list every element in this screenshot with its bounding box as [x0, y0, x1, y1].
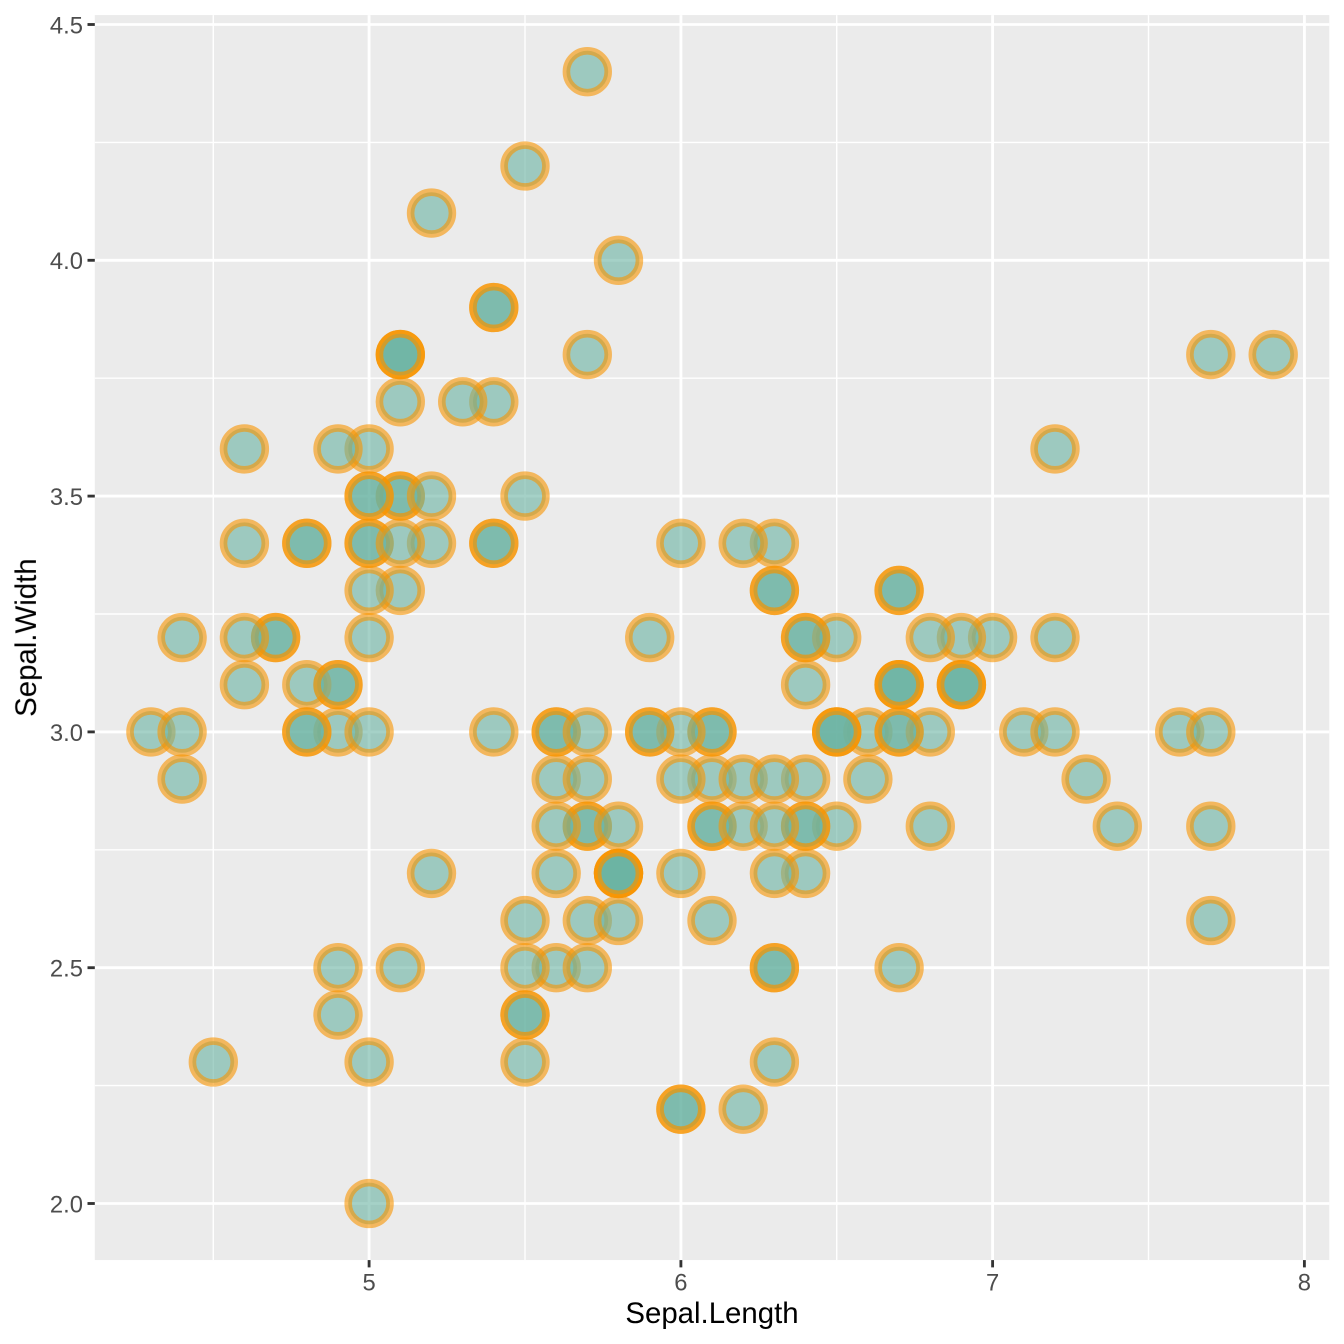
svg-text:6: 6 — [674, 1269, 687, 1296]
svg-text:5: 5 — [362, 1269, 375, 1296]
svg-text:3.5: 3.5 — [50, 484, 83, 511]
svg-text:4.0: 4.0 — [50, 248, 83, 275]
svg-text:8: 8 — [1298, 1269, 1311, 1296]
svg-text:7: 7 — [986, 1269, 999, 1296]
svg-text:2.0: 2.0 — [50, 1191, 83, 1218]
svg-text:Sepal.Length: Sepal.Length — [625, 1297, 798, 1330]
svg-text:Sepal.Width: Sepal.Width — [10, 558, 43, 716]
svg-text:3.0: 3.0 — [50, 720, 83, 747]
svg-text:4.5: 4.5 — [50, 12, 83, 39]
svg-text:2.5: 2.5 — [50, 956, 83, 983]
